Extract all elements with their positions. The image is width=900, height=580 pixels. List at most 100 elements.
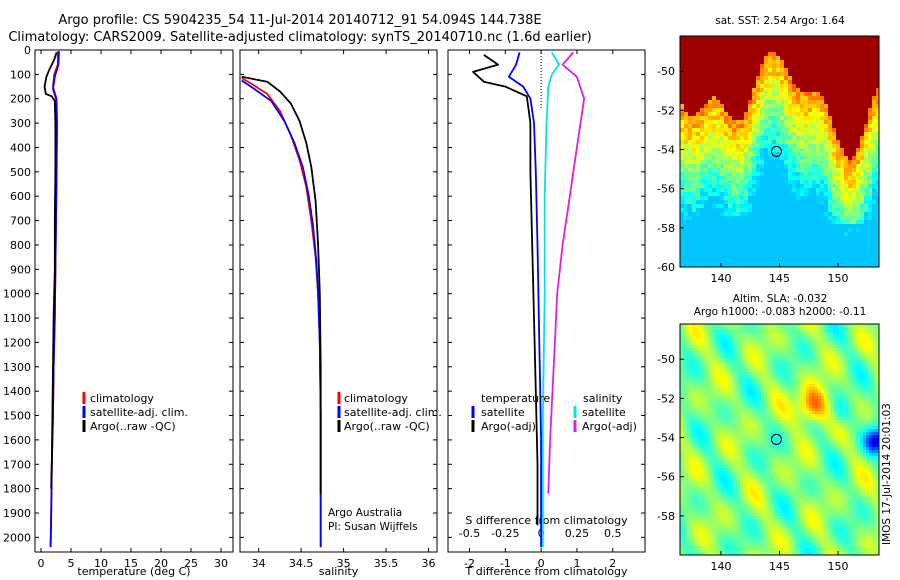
- heatmap-cell: [760, 228, 765, 233]
- y-tick-label: 400: [10, 141, 31, 154]
- heatmap-cell: [791, 342, 795, 346]
- heatmap-cell: [856, 216, 861, 221]
- heatmap-cell: [722, 366, 726, 370]
- heatmap-cell: [748, 260, 753, 265]
- heatmap-cell: [764, 104, 769, 109]
- heatmap-cell: [788, 354, 792, 358]
- heatmap-cell: [732, 248, 737, 253]
- heatmap-cell: [740, 164, 745, 169]
- heatmap-cell: [796, 48, 801, 53]
- heatmap-cell: [818, 366, 822, 370]
- heatmap-cell: [780, 180, 785, 185]
- heatmap-cell: [796, 156, 801, 161]
- heatmap-cell: [830, 375, 834, 379]
- heatmap-cell: [688, 216, 693, 221]
- heatmap-cell: [866, 330, 870, 334]
- heatmap-cell: [820, 256, 825, 261]
- heatmap-cell: [712, 208, 717, 213]
- heatmap-cell: [749, 342, 753, 346]
- heatmap-cell: [784, 156, 789, 161]
- heatmap-cell: [688, 228, 693, 233]
- heatmap-cell: [719, 348, 723, 352]
- heatmap-cell: [857, 396, 861, 400]
- heatmap-cell: [844, 128, 849, 133]
- heatmap-cell: [784, 100, 789, 105]
- heatmap-cell: [744, 196, 749, 201]
- heatmap-cell: [816, 220, 821, 225]
- heatmap-cell: [764, 156, 769, 161]
- heatmap-cell: [696, 148, 701, 153]
- heatmap-cell: [743, 333, 747, 337]
- heatmap-cell: [800, 152, 805, 157]
- heatmap-cell: [824, 345, 828, 349]
- heatmap-cell: [840, 40, 845, 45]
- heatmap-cell: [695, 384, 699, 388]
- heatmap-cell: [701, 396, 705, 400]
- heatmap-cell: [752, 220, 757, 225]
- heatmap-cell: [872, 104, 877, 109]
- heatmap-cell: [724, 72, 729, 77]
- heatmap-cell: [770, 330, 774, 334]
- x-tick-label: 20: [154, 557, 168, 570]
- heatmap-cell: [854, 357, 858, 361]
- heatmap-cell: [804, 100, 809, 105]
- heatmap-cell: [708, 92, 713, 97]
- heatmap-cell: [683, 369, 687, 373]
- heatmap-cell: [684, 112, 689, 117]
- heatmap-cell: [716, 60, 721, 65]
- heatmap-cell: [875, 399, 879, 403]
- heatmap-cell: [827, 351, 831, 355]
- heatmap-cell: [851, 396, 855, 400]
- heatmap-cell: [731, 354, 735, 358]
- heatmap-cell: [696, 220, 701, 225]
- heatmap-cell: [686, 405, 690, 409]
- heatmap-cell: [800, 390, 804, 394]
- heatmap-cell: [800, 36, 805, 41]
- y-tick-label: 1000: [3, 288, 31, 301]
- heatmap-cell: [688, 56, 693, 61]
- heatmap-cell: [701, 369, 705, 373]
- heatmap-cell: [724, 160, 729, 165]
- heatmap-cell: [852, 264, 857, 267]
- heatmap-cell: [740, 120, 745, 125]
- heatmap-cell: [772, 36, 777, 41]
- heatmap-cell: [724, 112, 729, 117]
- heatmap-cell: [746, 363, 750, 367]
- heatmap-cell: [780, 52, 785, 57]
- heatmap-cell: [700, 64, 705, 69]
- heatmap-cell: [824, 116, 829, 121]
- heatmap-cell: [764, 172, 769, 177]
- heatmap-cell: [827, 399, 831, 403]
- heatmap-cell: [792, 264, 797, 267]
- heatmap-cell: [857, 351, 861, 355]
- heatmap-cell: [848, 64, 853, 69]
- heatmap-cell: [851, 372, 855, 376]
- heatmap-cell: [724, 132, 729, 137]
- heatmap-cell: [708, 216, 713, 221]
- heatmap-cell: [844, 68, 849, 73]
- heatmap-cell: [772, 248, 777, 253]
- heatmap-cell: [772, 196, 777, 201]
- heatmap-cell: [748, 144, 753, 149]
- heatmap-cell: [712, 176, 717, 181]
- heatmap-cell: [806, 396, 810, 400]
- heatmap-cell: [791, 354, 795, 358]
- heatmap-cell: [758, 375, 762, 379]
- heatmap-cell: [684, 40, 689, 45]
- heatmap-cell: [764, 399, 768, 403]
- heatmap-cell: [708, 188, 713, 193]
- heatmap-cell: [872, 393, 876, 397]
- heatmap-cell: [752, 148, 757, 153]
- heatmap-cell: [720, 192, 725, 197]
- heatmap-cell: [836, 369, 840, 373]
- heatmap-cell: [740, 232, 745, 237]
- heatmap-cell: [872, 60, 877, 65]
- heatmap-cell: [684, 108, 689, 113]
- heatmap-cell: [804, 164, 809, 169]
- heatmap-cell: [860, 369, 864, 373]
- heatmap-cell: [764, 336, 768, 340]
- heatmap-cell: [748, 204, 753, 209]
- heatmap-cell: [868, 48, 873, 53]
- heatmap-cell: [683, 339, 687, 343]
- heatmap-cell: [812, 387, 816, 391]
